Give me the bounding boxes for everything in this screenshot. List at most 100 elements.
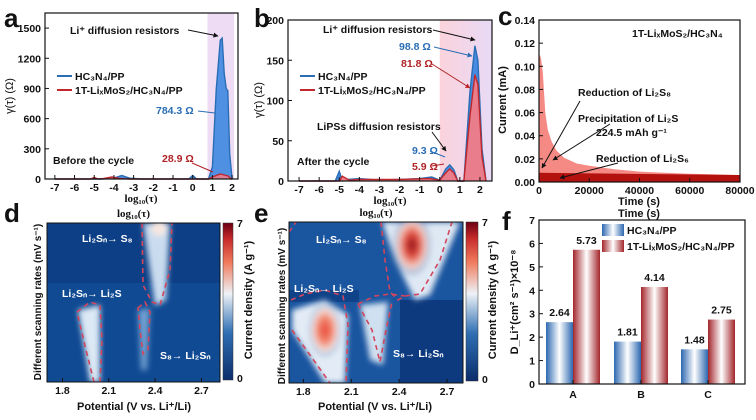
annotation-arrow [432, 29, 476, 42]
x-tick-label: 1 [457, 184, 463, 196]
value-blue-small: 9.3 Ω [412, 145, 438, 157]
bar [708, 319, 735, 384]
x-tick-label: -5 [90, 182, 99, 194]
value-blue: 784.3 Ω [156, 105, 194, 117]
y-tick-label: 0.00 [515, 177, 536, 189]
colorbar [222, 222, 234, 381]
annotation-oxidation: Li₂Sₙ→ S₈ [316, 234, 367, 246]
value-blue: 98.8 Ω [399, 41, 431, 53]
y-axis-label: γ(τ) (Ω) [4, 78, 16, 114]
y-tick-label: 300 [23, 144, 41, 156]
ticks: 1.8 2.1 2.4 2.7 log₁₀(τ) [296, 207, 454, 398]
series-line [299, 74, 487, 182]
x-tick-label: 2 [229, 182, 235, 194]
y-axis-label: γ(τ) (Ω) [253, 82, 265, 118]
ticks: -7 -6 -5 -4 -3 -2 -1 0 1 2 0 50 100 150 200 [266, 15, 483, 196]
annotation-arrow [431, 131, 447, 152]
y-tick-label: 0 [529, 379, 535, 391]
bar [641, 287, 668, 384]
x-tick-label: 80000 [725, 185, 754, 197]
y-tick-label: 100 [266, 96, 284, 108]
annotation-reduction1: Li₂Sₙ→ Li₂S [294, 283, 354, 295]
x-axis-label: log₁₀(τ) [124, 193, 157, 205]
heatmap-peak [151, 223, 167, 236]
category-label: A [569, 389, 577, 401]
panel-label-e: e [254, 198, 268, 228]
x-tick-label: -2 [395, 184, 404, 196]
colorbar-max: 7 [482, 217, 488, 229]
y-tick-label: 1200 [18, 53, 42, 65]
axis-label-above: log₁₀(τ) [117, 208, 150, 220]
series-area [54, 38, 233, 180]
heatmap-hotspot-reduction2 [360, 302, 388, 365]
y-tick-label: 3 [529, 309, 535, 321]
y-tick-label: 0 [35, 174, 41, 186]
annotation-arrow [559, 162, 619, 180]
ticks: 1.8 2.1 2.4 2.7 log₁₀(τ) [55, 208, 209, 397]
value-blue-arrow [433, 46, 473, 58]
x-axis-label: Potential (V vs. Li⁺/Li) [77, 401, 191, 413]
y-tick-label: 150 [266, 55, 284, 67]
ticks: 0 20000 40000 60000 80000 0.00 0.02 0.04 0.06 0.0… [515, 15, 755, 197]
x-tick-label: 20000 [575, 185, 604, 197]
colorbar-min: 0 [237, 373, 243, 385]
x-tick-label: 60000 [675, 185, 704, 197]
axis-label-above: Time (s) [618, 208, 660, 220]
annotation-reduction2: S₈→ Li₂Sₙ [160, 350, 211, 362]
bar-value-label: 2.75 [711, 305, 732, 317]
annotation-arrow [552, 123, 611, 161]
y-tick-label: 4 [529, 285, 535, 297]
x-tick-label: 0 [536, 185, 542, 197]
y-tick-label: 1 [529, 356, 535, 368]
x-tick-label: -4 [109, 182, 118, 194]
heatmap-peak-red2 [308, 302, 342, 358]
x-tick-label: -2 [149, 182, 158, 194]
colorbar-max: 7 [237, 218, 243, 230]
annotation-reduction-s8: Reduction of Li₂S₈ [578, 87, 671, 99]
annotation-precipitation: Precipitation of Li₂S [578, 113, 678, 125]
annotation-capacity: 224.5 mAh g⁻¹ [596, 127, 667, 139]
legend-label-limos2: 1T-LiₓMoS₂/HC₃N₄/PP [318, 85, 426, 97]
x-tick-label: -7 [50, 182, 59, 194]
panel-b: b -7 -6 -5 -4 -3 -2 -1 0 1 2 0 50 100 150 200 γ(τ) (Ω)… [253, 3, 493, 207]
panel-label-d: d [4, 198, 20, 228]
y-tick-label: 50 [272, 136, 284, 148]
annotation-reduction1: Li₂Sₙ→ Li₂S [62, 288, 122, 300]
heatmap-band [400, 300, 463, 383]
x-tick-label: -1 [415, 184, 424, 196]
y-tick-label: 900 [23, 83, 41, 95]
y-tick-label: 6 [529, 238, 535, 250]
y-tick-label: 0.02 [515, 154, 536, 166]
panel-c: c 0 20000 40000 60000 800000.000.020.040.060… [497, 1, 755, 208]
y-axis-label: D_Li⁺(cm² s⁻¹)×10⁻⁸ [509, 250, 521, 355]
heatmap [47, 223, 220, 382]
x-tick-label: 2.4 [148, 385, 163, 397]
y-axis-label: Current (mA) [497, 66, 509, 134]
x-axis-label: log₁₀(τ) [373, 195, 406, 207]
panel-f: f 2.64 5.73 A 1.81 4.14 B 1.48 2.75 C 0 1 2 3 4 5 6 7 Ti… [502, 206, 746, 401]
value-red: 28.9 Ω [162, 153, 194, 165]
y-tick-label: 2 [529, 332, 535, 344]
annotation-reduction2: S₈→ Li₂Sₙ [393, 348, 444, 360]
y-tick-label: 0.10 [515, 61, 536, 73]
x-tick-label: 2.1 [101, 385, 116, 397]
legend-swatch-blue [602, 224, 624, 236]
axis-label-above: log₁₀(τ) [359, 207, 392, 219]
legend-label-limos2: 1T-LiₓMoS₂/HC₃N₄/PP [627, 241, 735, 253]
legend-swatch-red [602, 240, 624, 252]
annotation-lipss-diffusion: LiPSs diffusion resistors [317, 121, 441, 133]
x-tick-label: -7 [294, 184, 303, 196]
x-tick-label: 2.1 [344, 386, 359, 398]
bar-value-label: 1.48 [684, 334, 705, 346]
x-axis-label: Time (s) [618, 196, 660, 208]
heatmap-band [47, 223, 220, 283]
sample-label: 1T-LiₓMoS₂/HC₃N₄ [632, 28, 723, 40]
x-tick-label: -3 [129, 182, 138, 194]
category-label: C [704, 389, 712, 401]
colorbar-label: Current density (A g⁻¹) [243, 240, 255, 359]
x-tick-label: 0 [437, 184, 443, 196]
x-tick-label: 1.8 [55, 385, 70, 397]
panel-d: d Li₂Sₙ→ S₈ Li₂Sₙ→ Li₂S S₈→ Li₂Sₙ 7 0 Cu… [4, 198, 255, 413]
